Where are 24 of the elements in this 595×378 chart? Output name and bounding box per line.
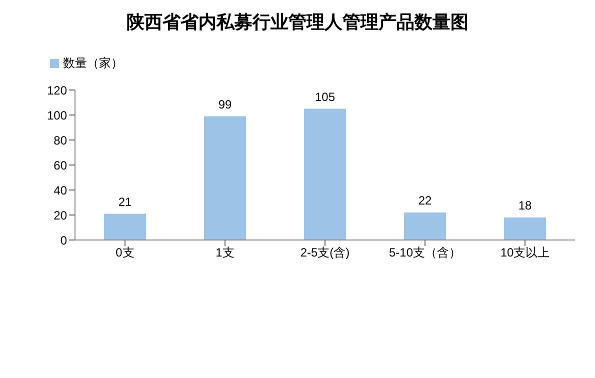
y-tick-label: 20 bbox=[54, 208, 68, 222]
x-tick-label: 0支 bbox=[116, 246, 134, 260]
x-tick-label: 5-10支（含） bbox=[388, 246, 462, 260]
y-tick-label: 60 bbox=[54, 158, 68, 172]
y-tick-label: 0 bbox=[60, 233, 68, 248]
y-tick-label: 120 bbox=[46, 83, 68, 98]
chart-title: 陕西省省内私募行业管理人管理产品数量图 bbox=[126, 11, 470, 34]
data-label: 105 bbox=[314, 90, 336, 104]
bar bbox=[304, 108, 346, 240]
x-tick-label: 10支以上 bbox=[500, 246, 550, 260]
data-label: 22 bbox=[418, 194, 432, 208]
data-label: 21 bbox=[118, 194, 132, 209]
bar bbox=[404, 212, 446, 240]
data-label: 18 bbox=[518, 198, 532, 212]
data-label: 99 bbox=[218, 97, 232, 112]
y-tick-label: 80 bbox=[54, 133, 68, 148]
x-tick-label: 1支 bbox=[216, 246, 234, 260]
bar bbox=[504, 218, 546, 240]
bar bbox=[204, 116, 246, 240]
x-tick-label: 2-5支(含) bbox=[300, 246, 350, 260]
bar bbox=[104, 214, 146, 240]
legend-label: 数量（家） bbox=[63, 56, 123, 70]
y-tick-label: 100 bbox=[46, 108, 68, 122]
y-tick-label: 40 bbox=[54, 183, 68, 198]
